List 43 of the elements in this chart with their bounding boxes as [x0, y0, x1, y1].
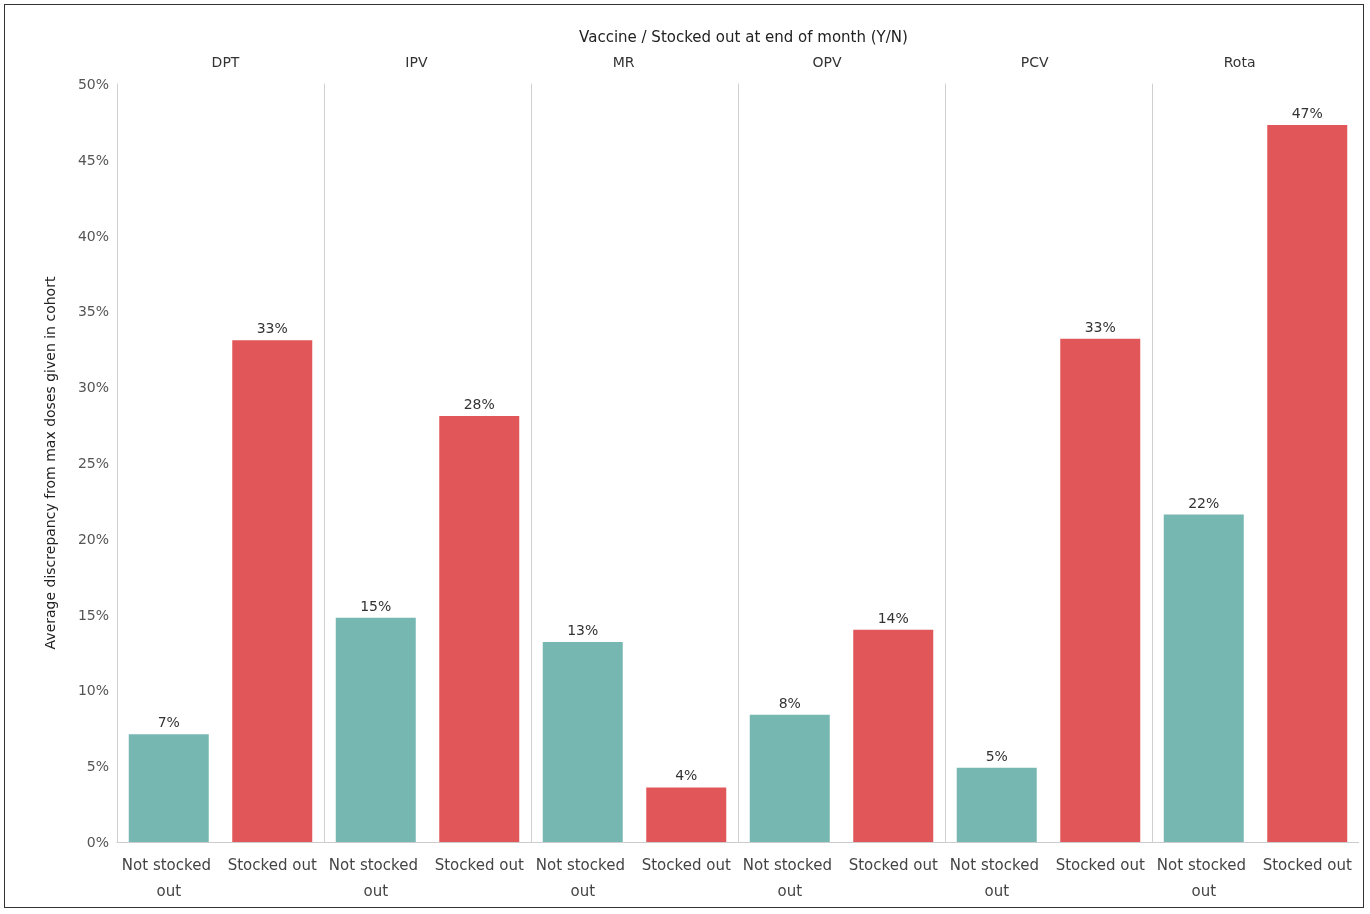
chart-title: OPV: [812, 54, 842, 70]
y-tick-label: 35%: [77, 303, 109, 320]
chart-title: Rota: [1223, 54, 1256, 70]
x-tick-label: Stocked out: [434, 856, 524, 874]
y-tick-label: 45%: [77, 151, 109, 168]
data-label: 47%: [1291, 104, 1323, 121]
chart-title: DPT: [211, 54, 240, 70]
text: Vaccine / Stocked out at end of month (Y/N): [578, 28, 909, 46]
chart-title: MR: [612, 54, 635, 70]
y-tick-label: 5%: [86, 758, 109, 775]
data-label: 8%: [778, 694, 801, 711]
data-label: 7%: [157, 714, 180, 731]
x-tick-label: Stocked out: [1262, 856, 1352, 874]
y-tick-label: 20%: [77, 530, 109, 547]
chart-title: PCV: [1020, 54, 1049, 70]
x-tick-label: Stocked out: [1055, 856, 1145, 874]
y-tick-label: 50%: [77, 76, 109, 92]
x-tick-label: Not stocked out: [949, 856, 1044, 900]
y-axis-title: Average discrepancy from max doses given in cohort: [42, 276, 58, 650]
x-tick-label: Stocked out: [227, 856, 317, 874]
data-label: 33%: [256, 320, 288, 337]
x-tick-label: Stocked out: [848, 856, 938, 874]
x-tick-label: Not stocked out: [1156, 856, 1251, 900]
x-tick-label: Not stocked out: [742, 856, 837, 900]
data-label: 13%: [567, 621, 599, 638]
y-tick-label: 25%: [77, 455, 109, 471]
data-label: 33%: [1084, 318, 1116, 335]
data-label: 22%: [1188, 494, 1220, 511]
y-tick-label: 30%: [77, 379, 109, 396]
data-label: 28%: [463, 396, 495, 412]
y-tick-label: 40%: [77, 227, 109, 244]
data-label: 15%: [360, 597, 392, 614]
data-label: 14%: [877, 609, 909, 626]
x-tick-label: Not stocked out: [121, 856, 216, 900]
x-tick-label: Stocked out: [641, 856, 731, 874]
data-label: 5%: [985, 747, 1008, 764]
chart-title: IPV: [405, 54, 428, 70]
x-tick-label: Not stocked out: [328, 856, 423, 900]
data-label: 4%: [675, 767, 698, 784]
x-tick-label: Not stocked out: [535, 856, 630, 900]
y-tick-label: 15%: [77, 606, 109, 623]
y-tick-label: 10%: [77, 682, 109, 699]
y-tick-label: 0%: [86, 834, 109, 850]
